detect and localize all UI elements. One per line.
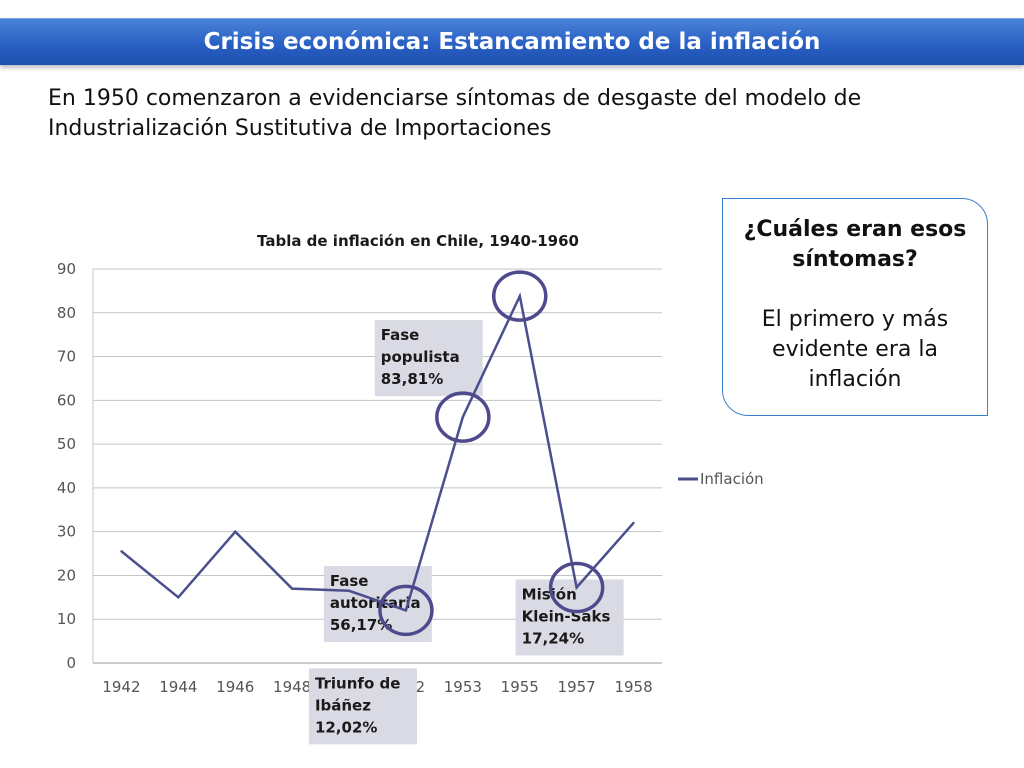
y-tick-label: 70 [57,348,76,366]
data-point [177,596,180,599]
chart-title: Tabla de inflación en Chile, 1940-1960 [257,232,579,250]
annotation-line: 83,81% [381,370,443,388]
x-tick-label: 1948 [273,678,311,696]
annotation-line: 56,17% [330,616,392,634]
annotation-line: Misión [522,586,577,604]
y-tick-label: 10 [57,610,76,628]
x-tick-label: 1953 [444,678,482,696]
y-tick-label: 20 [57,566,76,584]
annotation-boxes: Triunfo deIbáñez12,02%Faseautoritaria56,… [308,320,624,745]
annotation-line: Klein-Saks [522,608,611,626]
slide-title: Crisis económica: Estancamiento de la in… [203,29,821,55]
data-point [234,530,237,533]
y-tick-label: 60 [57,391,76,409]
legend: Inflación [678,470,764,488]
y-tick-label: 0 [66,654,76,672]
highlight-circle [435,391,491,443]
annotation-line: Ibáñez [315,696,371,714]
annotation-line: populista [381,348,460,366]
x-tick-label: 1946 [216,678,254,696]
data-point [575,586,578,589]
legend-label: Inflación [700,470,764,488]
intro-text: En 1950 comenzaron a evidenciarse síntom… [48,86,862,141]
annotation-line: 17,24% [522,630,584,648]
highlight-circle [548,561,605,614]
x-tick-label: 1957 [558,678,596,696]
x-tick-label: 1944 [159,678,197,696]
series-layer [120,292,635,613]
data-point [120,550,123,553]
highlight-circles [378,270,605,637]
y-tick-label: 30 [57,523,76,541]
callout-question: ¿Cuáles eran esos síntomas? [743,217,967,272]
callout-answer: El primero y más evidente era la inflaci… [761,307,949,392]
annotation-line: Fase [381,326,420,344]
y-tick-label: 40 [57,479,76,497]
annotation-box [323,566,432,643]
y-tick-label: 80 [57,304,76,322]
x-tick-label: 1955 [501,678,539,696]
callout-box: ¿Cuáles eran esos síntomas? El primero y… [722,198,988,416]
annotation-box [515,579,624,656]
y-tick-label: 90 [57,260,76,278]
annotation-box [308,668,417,745]
title-bar: Crisis económica: Estancamiento de la in… [0,18,1024,65]
annotation-line: 12,02% [315,718,377,736]
annotation-line: Fase [330,572,369,590]
data-point [290,587,294,590]
data-point [632,521,635,525]
data-point [461,415,465,419]
x-tick-label: 1958 [614,678,652,696]
highlight-circle [492,270,548,322]
annotation-1957: Misión Klein-Saks 17,24% [515,579,624,656]
highlight-circle [378,584,434,637]
x-tick-label: 1942 [102,678,140,696]
y-axis-ticks: 0 10 20 30 40 50 60 70 80 90 [57,260,76,672]
data-point [347,589,351,592]
annotation-1955: Fase populista 83,81% [374,320,483,397]
series-line-inflacion [120,292,635,613]
annotation-box [374,320,483,397]
data-point [404,609,408,612]
data-point [518,294,521,298]
annotation-line: Triunfo de [315,674,400,692]
annotation-1952: Triunfo de Ibáñez 12,02% [308,668,417,745]
y-tick-label: 50 [57,435,76,453]
